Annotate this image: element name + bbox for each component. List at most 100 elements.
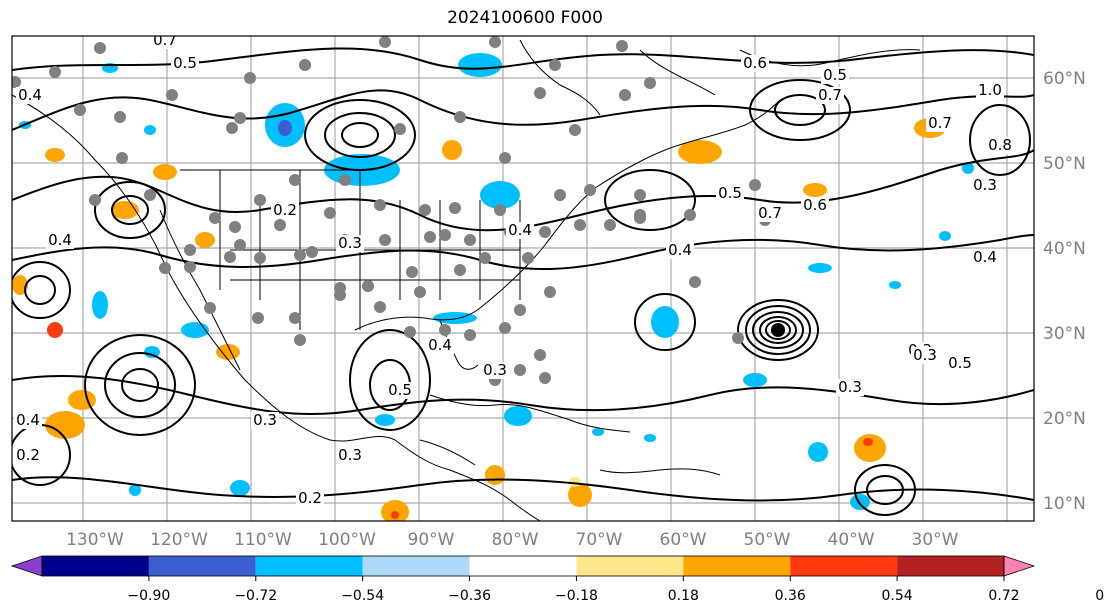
contour-label: 0.5	[948, 354, 972, 372]
colorbar-segment	[255, 556, 363, 576]
longitude-labels: 130°W 120°W 110°W 100°W 90°W 80°W 70°W 60°W 50°W…	[66, 530, 959, 550]
contour-label-bg	[481, 362, 509, 379]
contour-label-bg	[336, 235, 364, 252]
contour-label: 0.5	[388, 381, 412, 399]
station-dot	[449, 202, 461, 214]
station-dot	[274, 219, 286, 231]
station-dot	[584, 184, 596, 196]
contour-label-bg	[986, 137, 1014, 154]
station-dot	[732, 332, 744, 344]
contour-label-bg	[506, 222, 534, 239]
station-dot	[254, 194, 266, 206]
colorbar-tick-label: 0.72	[988, 588, 1019, 604]
station-dot	[244, 72, 256, 84]
contour-label: 0.4	[18, 86, 42, 104]
station-dot	[252, 312, 264, 324]
station-dot	[74, 104, 86, 116]
longitude-label: 60°W	[660, 530, 707, 550]
colorbar-tick-label: −0.54	[341, 588, 384, 604]
map-title: 2024100600 F000	[447, 8, 603, 28]
station-dot	[464, 234, 476, 246]
station-dot	[539, 226, 551, 238]
station-dot	[634, 209, 646, 221]
station-dot	[339, 174, 351, 186]
station-dot	[159, 262, 171, 274]
contour-label-bg	[976, 82, 1004, 99]
station-dot	[226, 122, 238, 134]
station-dot	[616, 40, 628, 52]
contour-label-bg	[666, 242, 694, 259]
station-dot	[234, 112, 246, 124]
station-dot	[94, 42, 106, 54]
station-dot	[479, 252, 491, 264]
contour-label: 0.5	[173, 54, 197, 72]
station-dot	[89, 194, 101, 206]
station-dot	[534, 87, 546, 99]
station-dot	[379, 234, 391, 246]
contour-label-bg	[46, 232, 74, 249]
contour-label-bg	[716, 185, 744, 202]
station-dot	[379, 36, 391, 48]
station-dot	[394, 123, 406, 135]
station-dot	[514, 304, 526, 316]
colorbar-tick-label: −0.90	[127, 588, 170, 604]
station-dot	[644, 77, 656, 89]
contour-label-bg	[426, 337, 454, 354]
contour-label-bg	[756, 205, 784, 222]
contour-label-bg	[971, 177, 999, 194]
map-frame	[11, 35, 1035, 522]
station-dot	[539, 372, 551, 384]
contour-label-bg	[801, 197, 829, 214]
contour-label-bg	[336, 447, 364, 464]
latitude-label: 20°N	[1043, 409, 1086, 429]
colorbar-segment	[148, 556, 256, 576]
contour-label: 0.5	[718, 184, 742, 202]
contour-label-bg	[14, 447, 42, 464]
station-dot	[406, 266, 418, 278]
colorbar-tick-label: −0.36	[448, 588, 491, 604]
station-dot	[49, 66, 61, 78]
station-dot	[749, 179, 761, 191]
longitude-label: 80°W	[492, 530, 539, 550]
station-dot	[454, 111, 466, 123]
contour-label-bg	[821, 67, 849, 84]
station-dot	[574, 219, 586, 231]
colorbar-segment	[362, 556, 470, 576]
station-dot	[374, 301, 386, 313]
contour-label-bg	[971, 249, 999, 266]
station-dot	[489, 36, 501, 48]
station-dots	[12, 36, 771, 386]
longitude-label: 130°W	[66, 530, 124, 550]
station-dot	[499, 152, 511, 164]
longitude-label: 40°W	[828, 530, 875, 550]
longitude-label: 110°W	[234, 530, 292, 550]
longitude-label: 70°W	[576, 530, 623, 550]
contour-label: 0.3	[253, 411, 277, 429]
station-dot	[116, 152, 128, 164]
station-dot	[234, 239, 246, 251]
station-dot	[374, 199, 386, 211]
colorbar-tick-label: 0.90	[1095, 588, 1105, 604]
contour-label-bg	[911, 347, 939, 364]
station-dot	[334, 289, 346, 301]
contour-label: 0.6	[803, 196, 827, 214]
station-dot	[424, 231, 436, 243]
latitude-label: 50°N	[1043, 154, 1086, 174]
contour-label: 0.4	[508, 221, 532, 239]
colorbar-segment	[683, 556, 791, 576]
station-dot	[439, 324, 451, 336]
contour-label: 0.7	[758, 204, 782, 222]
station-dot	[404, 326, 416, 338]
colorbar-tick-label: 0.18	[668, 588, 699, 604]
station-dot	[634, 189, 646, 201]
station-dot	[209, 212, 221, 224]
contour-label: 0.7	[153, 31, 177, 49]
contour-label-bg	[271, 202, 299, 219]
station-dot	[144, 189, 156, 201]
contour-label-bg	[926, 115, 954, 132]
station-dot	[289, 312, 301, 324]
colorbar-segment	[42, 556, 149, 576]
station-dot	[229, 221, 241, 233]
colorbar-tick-label: 0.54	[882, 588, 913, 604]
contour-label-bg	[171, 55, 199, 72]
